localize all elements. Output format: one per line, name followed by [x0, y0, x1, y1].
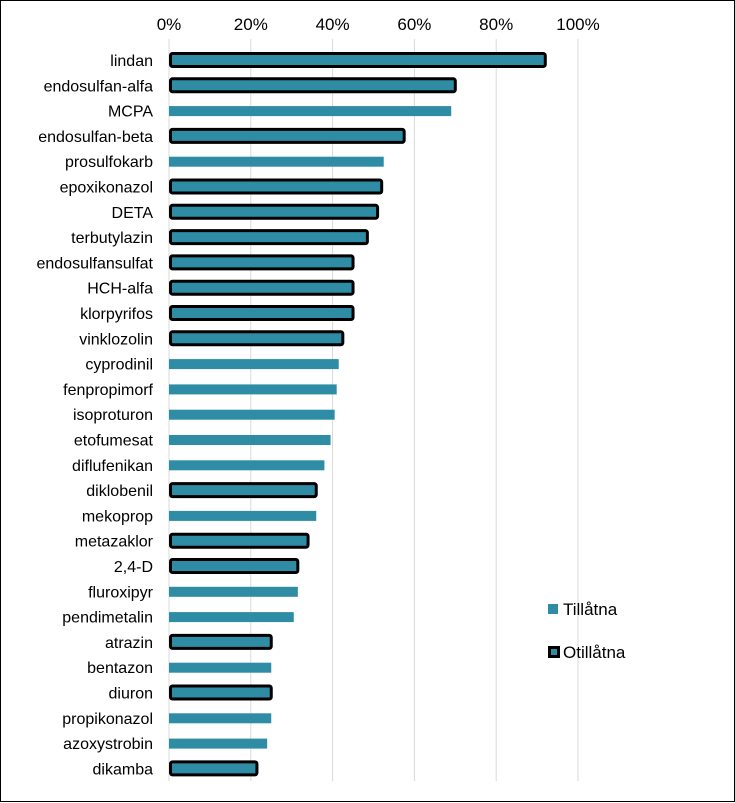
category-label: HCH-alfa	[87, 281, 153, 298]
category-label: DETA	[112, 205, 154, 222]
bar-otillatna	[169, 279, 355, 296]
category-label: azoxystrobin	[63, 736, 153, 753]
bar-tillatna	[169, 612, 294, 623]
bar-tillatna	[169, 435, 331, 445]
category-label: dikamba	[93, 761, 154, 778]
legend-label-otillatna: Otillåtna	[563, 643, 626, 662]
bar-otillatna	[169, 482, 318, 499]
bar-otillatna	[169, 77, 457, 94]
category-label: cyprodinil	[85, 357, 153, 374]
bar-tillatna	[169, 156, 384, 167]
bar-tillatna	[169, 510, 317, 521]
bars	[169, 52, 547, 777]
bar-otillatna	[169, 684, 273, 701]
bar-otillatna	[169, 52, 547, 68]
category-label: etofumesat	[74, 433, 154, 450]
category-label: fenpropimorf	[63, 382, 153, 399]
category-label: epoxikonazol	[60, 180, 153, 197]
bar-tillatna	[169, 586, 298, 597]
category-label: diklobenil	[86, 483, 153, 500]
category-label: pendimetalin	[62, 610, 153, 627]
bar-otillatna	[169, 633, 273, 650]
bar-otillatna	[169, 229, 369, 246]
bar-otillatna	[169, 178, 384, 195]
category-label: diuron	[109, 686, 153, 703]
bar-tillatna	[169, 460, 325, 471]
x-tick-label: 100%	[556, 15, 599, 34]
category-label: klorpyrifos	[80, 306, 153, 323]
category-label: terbutylazin	[71, 230, 153, 247]
x-tick-label: 80%	[479, 15, 513, 34]
bar-otillatna	[169, 330, 345, 347]
legend-label-tillatna: Tillåtna	[563, 600, 618, 619]
category-label: propikonazol	[62, 711, 153, 728]
bar-tillatna	[169, 713, 272, 724]
x-tick-label: 0%	[157, 15, 182, 34]
category-label: endosulfansulfat	[36, 255, 153, 272]
legend: Tillåtna Otillåtna	[548, 600, 626, 662]
bar-otillatna	[169, 760, 259, 777]
category-label: endosulfan-beta	[38, 129, 153, 146]
category-label: metazaklor	[75, 534, 154, 551]
category-label: mekoprop	[82, 508, 153, 525]
bar-tillatna	[169, 359, 339, 370]
x-tick-label: 60%	[397, 15, 431, 34]
category-label: prosulfokarb	[65, 154, 153, 171]
bar-tillatna	[169, 662, 272, 673]
category-label: atrazin	[105, 635, 153, 652]
bar-otillatna	[169, 203, 380, 220]
category-label: diflufenikan	[72, 458, 153, 475]
category-label: fluroxipyr	[88, 584, 154, 601]
x-tick-label: 40%	[316, 15, 350, 34]
legend-swatch-otillatna	[548, 646, 560, 658]
bar-otillatna	[169, 127, 406, 144]
category-labels: lindan endosulfan-alfa MCPA endosulfan-beta…	[36, 53, 153, 778]
x-tick-label: 20%	[234, 15, 268, 34]
category-label: endosulfan-alfa	[44, 78, 154, 95]
legend-swatch-tillatna	[548, 604, 558, 614]
category-label: vinklozolin	[79, 331, 153, 348]
category-label: MCPA	[108, 104, 153, 121]
category-label: isoproturon	[73, 407, 153, 424]
category-label: 2,4-D	[114, 559, 153, 576]
category-label: lindan	[110, 53, 153, 70]
bar-tillatna	[169, 738, 268, 749]
bar-otillatna	[169, 254, 355, 271]
category-label: bentazon	[87, 660, 153, 677]
bar-otillatna	[169, 305, 355, 321]
bar-tillatna	[169, 106, 452, 117]
bar-otillatna	[169, 532, 310, 549]
bar-tillatna	[169, 409, 335, 420]
bar-tillatna	[169, 384, 337, 395]
bar-otillatna	[169, 558, 300, 574]
x-axis-ticks: 0% 20% 40% 60% 80% 100%	[157, 15, 600, 34]
